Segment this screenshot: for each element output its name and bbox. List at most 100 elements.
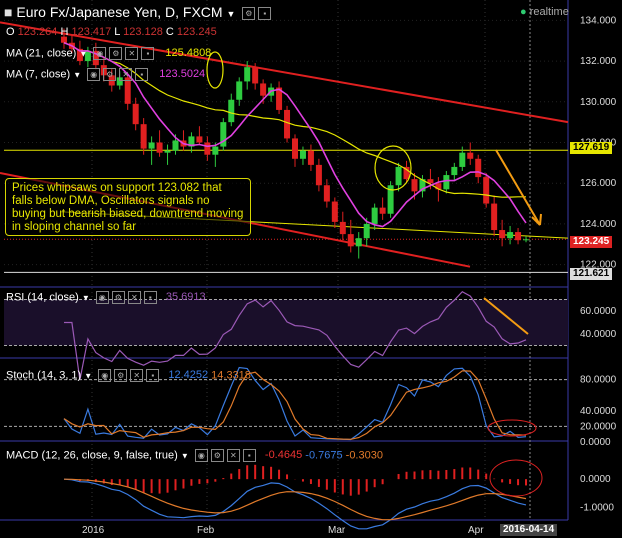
- candle-body: [236, 81, 243, 100]
- candle-body: [419, 179, 426, 192]
- gear-icon[interactable]: ⚙: [114, 369, 128, 382]
- close-icon[interactable]: ✕: [119, 68, 133, 81]
- candle-body: [483, 177, 490, 204]
- highlight-ellipse: [206, 51, 224, 89]
- candle-body: [475, 158, 482, 178]
- candle-body: [92, 50, 99, 66]
- ohlc-o-label: O: [6, 26, 15, 38]
- more-icon[interactable]: ▪: [143, 291, 157, 304]
- hline-upper-tag: 127.619: [570, 142, 613, 154]
- eye-icon[interactable]: ◉: [93, 47, 107, 60]
- close-icon[interactable]: ✕: [130, 369, 144, 382]
- ma7-value: 123.5024: [159, 68, 206, 81]
- macd-line: [63, 478, 527, 530]
- price-tick-label: 122.000: [580, 260, 617, 271]
- candle-body: [411, 179, 418, 192]
- hline-lower-tag: 121.621: [570, 268, 613, 280]
- chevron-down-icon[interactable]: ▼: [84, 371, 93, 381]
- candle-body: [363, 223, 370, 239]
- stoch-label: Stoch (14, 3, 1): [6, 369, 82, 382]
- ma7-legend[interactable]: MA (7, close) ▼ ◉ ⚙ ✕ ▪ 123.5024: [6, 68, 205, 81]
- candle-body: [84, 50, 91, 62]
- candle-body: [435, 183, 442, 190]
- macd-hist-value: -0.4645: [264, 449, 303, 462]
- macd-signal-line: [63, 478, 527, 521]
- chevron-down-icon[interactable]: ▼: [73, 70, 82, 80]
- symbol-title[interactable]: ■ Euro Fx/Japanese Yen, D, FXCM ▼ ⚙ ▪: [4, 4, 272, 20]
- rsi-legend[interactable]: RSI (14, close) ▼ ◉ ⚙ ✕ ▪ 35.6913: [6, 291, 206, 304]
- candle-body: [299, 150, 306, 159]
- eye-icon[interactable]: ◉: [98, 369, 112, 382]
- candle-body: [188, 136, 195, 147]
- ma21-legend[interactable]: MA (21, close) ▼ ◉ ⚙ ✕ ▪ 125.4808: [6, 47, 211, 60]
- macd-signal-value: -0.3030: [345, 449, 383, 462]
- gear-icon[interactable]: ⚙: [111, 291, 125, 304]
- gear-icon[interactable]: ⚙: [242, 6, 256, 20]
- macd-pane: [63, 459, 543, 530]
- candle-body: [228, 99, 235, 123]
- ohlc-l-value: 123.128: [123, 26, 163, 38]
- gear-icon[interactable]: ⚙: [210, 449, 224, 462]
- gear-icon[interactable]: ⚙: [103, 68, 117, 81]
- stoch-k-line: [63, 366, 527, 441]
- status-dot-icon: ●: [520, 6, 527, 18]
- ma21-label: MA (21, close): [6, 47, 77, 60]
- candle-body: [204, 142, 211, 155]
- stoch-pane: [4, 366, 568, 441]
- rsi-line: [64, 290, 527, 381]
- candle-body: [148, 142, 155, 149]
- rsi-arrow: [483, 297, 529, 335]
- eye-icon[interactable]: ◉: [194, 449, 208, 462]
- price-pane: [0, 21, 569, 273]
- ohlc-readout: O 123.264 H 123.417 L 123.128 C 123.245: [6, 26, 217, 38]
- candle-body: [507, 232, 514, 239]
- candle-body: [371, 207, 378, 224]
- more-icon[interactable]: ▪: [141, 47, 155, 60]
- candle-body: [387, 185, 394, 214]
- ohlc-c-value: 123.245: [176, 26, 217, 38]
- close-icon[interactable]: ✕: [226, 449, 240, 462]
- chevron-down-icon[interactable]: ▼: [81, 293, 90, 303]
- stoch-tick-label: 20.0000: [580, 421, 617, 432]
- candle-body: [60, 36, 67, 43]
- stoch-legend[interactable]: Stoch (14, 3, 1) ▼ ◉ ⚙ ✕ ▪ 12.4252 14.3318: [6, 369, 251, 382]
- more-icon[interactable]: ▪: [135, 68, 149, 81]
- candle-body: [212, 146, 219, 155]
- eye-icon[interactable]: ◉: [95, 291, 109, 304]
- gear-icon[interactable]: ⚙: [109, 47, 123, 60]
- candle-body: [379, 207, 386, 214]
- symbol-label: Euro Fx/Japanese Yen, D, FXCM: [16, 4, 223, 20]
- macd-tick-label: -1.0000: [580, 503, 614, 514]
- settings-icon[interactable]: ▪: [258, 6, 272, 20]
- stoch-tick-label: 0.0000: [580, 437, 611, 448]
- channel-upper-line: [0, 21, 569, 124]
- candle-body: [156, 142, 163, 153]
- candle-body: [76, 48, 83, 62]
- macd-line-value: -0.7675: [305, 449, 343, 462]
- eye-icon[interactable]: ◉: [87, 68, 101, 81]
- more-icon[interactable]: ▪: [146, 369, 160, 382]
- close-icon[interactable]: ✕: [125, 47, 139, 60]
- time-tick-label: Apr: [468, 525, 484, 536]
- ohlc-l-label: L: [114, 26, 121, 38]
- candle-body: [443, 175, 450, 190]
- more-icon[interactable]: ▪: [242, 449, 256, 462]
- candle-body: [284, 109, 291, 139]
- candle-body: [220, 122, 227, 147]
- candle-body: [323, 185, 330, 202]
- stoch-tick-label: 80.0000: [580, 375, 617, 386]
- macd-highlight-ellipse: [489, 459, 543, 497]
- chevron-down-icon[interactable]: ▼: [79, 49, 88, 59]
- macd-legend[interactable]: MACD (12, 26, close, 9, false, true) ▼ ◉…: [6, 449, 383, 462]
- candle-body: [491, 203, 498, 231]
- analysis-annotation[interactable]: Prices whipsaws on support 123.082 that …: [5, 178, 251, 236]
- candle-body: [403, 166, 410, 180]
- stoch-highlight-ellipse: [487, 419, 537, 437]
- chevron-down-icon[interactable]: ▼: [180, 451, 189, 461]
- close-icon[interactable]: ✕: [127, 291, 141, 304]
- macd-tick-label: 0.0000: [580, 474, 611, 485]
- realtime-status: ● realtime: [520, 6, 569, 18]
- chevron-down-icon[interactable]: ▼: [226, 9, 236, 19]
- candle-body: [244, 67, 251, 82]
